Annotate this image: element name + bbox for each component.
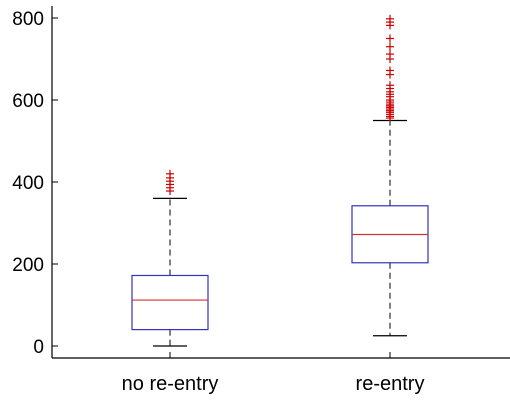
box-group <box>351 14 429 337</box>
box-group <box>131 169 209 347</box>
x-category-label: re-entry <box>356 373 425 395</box>
axis-labels: 0 200 400 600 800 no re-entry re-entry <box>12 9 424 395</box>
outlier-marker <box>386 34 394 43</box>
outlier-marker <box>386 42 394 51</box>
outlier-marker <box>386 81 394 90</box>
box-iqr <box>131 274 209 331</box>
x-category-label: no re-entry <box>122 373 219 395</box>
y-tick-label: 0 <box>33 337 44 358</box>
y-tick-label: 600 <box>12 91 44 112</box>
outlier-marker <box>386 14 394 23</box>
outlier-marker <box>166 169 174 178</box>
outlier-marker <box>386 66 394 75</box>
outlier-marker <box>386 50 394 59</box>
y-tick-label: 800 <box>12 9 44 30</box>
y-tick-label: 400 <box>12 173 44 194</box>
box-plots <box>131 14 429 347</box>
axes <box>51 6 510 359</box>
y-tick-label: 200 <box>12 255 44 276</box>
